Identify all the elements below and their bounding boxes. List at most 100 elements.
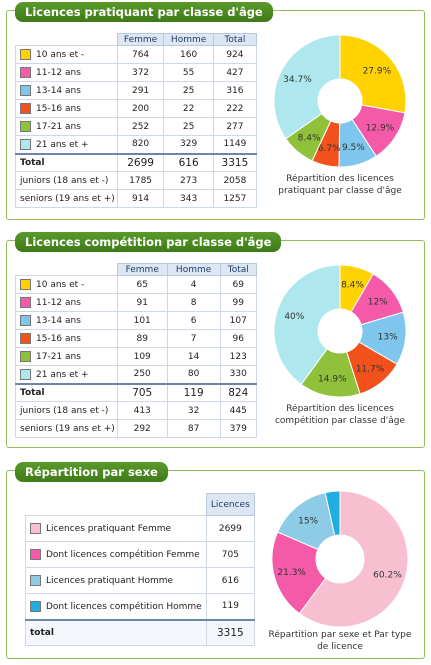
pie-value-label: 9.5% <box>342 143 365 153</box>
row-label: 10 ans et - <box>36 280 85 290</box>
cell-total: 330 <box>219 365 258 384</box>
cell-femme: 914 <box>116 189 165 208</box>
cell-licences: 705 <box>205 541 256 568</box>
panel-repartition-sexe: Répartition par sexe Licences Licences p… <box>6 462 425 659</box>
pie-value-label: 14.9% <box>318 374 347 384</box>
table-row: 10 ans et - 764 160 924 <box>15 45 258 64</box>
legend-swatch <box>20 315 31 326</box>
cell-homme: 25 <box>163 81 214 100</box>
pie-chart-competition: 8.4% 12% 13% 11.7% 14.9% 40% <box>273 264 407 398</box>
legend-swatch <box>20 368 31 380</box>
pie-slice <box>273 264 341 386</box>
cell-total: 379 <box>219 419 258 438</box>
legend-swatch <box>30 523 41 534</box>
cell-femme: 413 <box>116 401 168 420</box>
pie-value-label: 11.7% <box>356 364 385 374</box>
cell-femme: 89 <box>116 329 168 348</box>
cell-homme: 119 <box>166 382 221 402</box>
cell-total: 277 <box>212 117 258 136</box>
pie-value-label: 60.2% <box>373 571 402 581</box>
pie-value-label: 8.4% <box>341 281 364 291</box>
pie-caption-line: Répartition des licences <box>286 174 394 184</box>
row-label: juniors (18 ans et -) <box>15 401 118 420</box>
col-header-homme: Homme <box>163 33 214 46</box>
row-label: 17-21 ans <box>36 122 81 132</box>
row-label: 15-16 ans <box>36 334 81 344</box>
legend-swatch <box>20 351 31 362</box>
pie-slice <box>339 34 407 114</box>
table-row: juniors (18 ans et -) 1785 273 2058 <box>15 171 258 190</box>
row-label: 17-21 ans <box>36 352 81 362</box>
panel-title: Licences pratiquant par classe d'âge <box>15 2 273 22</box>
cell-licences: 119 <box>205 593 256 620</box>
cell-femme: 91 <box>116 293 168 312</box>
cell-homme: 55 <box>163 63 214 82</box>
cell-total: 222 <box>212 99 258 118</box>
cell-femme: 200 <box>116 99 165 118</box>
cell-femme: 252 <box>116 117 165 136</box>
cell-femme: 101 <box>116 311 168 330</box>
table-row: Licences pratiquant Femme 2699 <box>25 515 256 542</box>
table-row: 13-14 ans 101 6 107 <box>15 311 258 330</box>
cell-total: 2058 <box>212 171 258 190</box>
pie-value-label: 13% <box>378 333 398 343</box>
pie-slice <box>298 490 409 628</box>
cell-total: 316 <box>212 81 258 100</box>
row-label: Licences pratiquant Homme <box>46 576 174 586</box>
legend-swatch <box>30 600 41 612</box>
legend-swatch <box>20 297 31 308</box>
pie-value-label: 40% <box>284 312 304 322</box>
cell-femme: 764 <box>116 45 165 64</box>
pie-value-label: 12% <box>368 297 388 307</box>
cell-femme: 705 <box>116 382 168 402</box>
cell-homme: 160 <box>163 45 214 64</box>
table-row: juniors (18 ans et -) 413 32 445 <box>15 401 258 420</box>
legend-swatch <box>20 85 31 96</box>
legend-swatch <box>20 49 31 60</box>
cell-femme: 372 <box>116 63 165 82</box>
stats-table: Femme Homme Total 10 ans et - 764 160 924 1… <box>15 33 258 208</box>
pie-caption: Répartition par sexe et Par type de lice… <box>257 629 423 653</box>
total-row: Total 2699 616 3315 <box>15 152 258 172</box>
stats-table: Femme Homme Total 10 ans et - 65 4 69 11-12… <box>15 263 258 438</box>
cell-total: 445 <box>219 401 258 420</box>
cell-total: 3315 <box>212 152 258 172</box>
cell-homme: 25 <box>163 117 214 136</box>
row-label: 10 ans et - <box>36 50 85 60</box>
cell-femme: 250 <box>116 365 168 384</box>
table-row: seniors (19 ans et +) 914 343 1257 <box>15 189 258 208</box>
legend-swatch <box>20 121 31 132</box>
cell-licences: 2699 <box>205 515 256 542</box>
panel-title: Répartition par sexe <box>15 462 168 482</box>
cell-femme: 1785 <box>116 171 165 190</box>
total-label: Total <box>15 152 118 172</box>
cell-licences: 3315 <box>205 618 256 646</box>
table-row: 17-21 ans 109 14 123 <box>15 347 258 366</box>
pie-value-label: 27.9% <box>363 66 392 76</box>
pie-slice <box>273 34 341 140</box>
pie-value-label: 21.3% <box>277 568 306 578</box>
total-label: Total <box>15 382 118 402</box>
table-row: Licences pratiquant Homme 616 <box>25 567 256 594</box>
legend-swatch <box>30 575 41 586</box>
col-header-total: Total <box>219 263 258 276</box>
legend-swatch <box>20 279 31 290</box>
legend-swatch <box>20 138 31 150</box>
sex-table: Licences Licences pratiquant Femme 2699 D… <box>25 493 256 646</box>
cell-homme: 87 <box>166 419 221 438</box>
cell-total: 107 <box>219 311 258 330</box>
pie-slice <box>271 531 327 615</box>
cell-total: 924 <box>212 45 258 64</box>
cell-total: 1149 <box>212 135 258 154</box>
row-label: 21 ans et + <box>36 369 89 380</box>
cell-femme: 109 <box>116 347 168 366</box>
col-header-femme: Femme <box>116 263 168 276</box>
panel-competition-age: Licences compétition par classe d'âge Fe… <box>6 232 425 448</box>
table-row: 21 ans et + 250 80 330 <box>15 365 258 384</box>
pie-caption-line: compétition par classe d'âge <box>274 416 406 426</box>
cell-licences: 616 <box>205 567 256 594</box>
pie-caption: Répartition des licences compétition par… <box>265 403 415 427</box>
cell-total: 824 <box>219 382 258 402</box>
cell-femme: 65 <box>116 275 168 294</box>
cell-total: 69 <box>219 275 258 294</box>
